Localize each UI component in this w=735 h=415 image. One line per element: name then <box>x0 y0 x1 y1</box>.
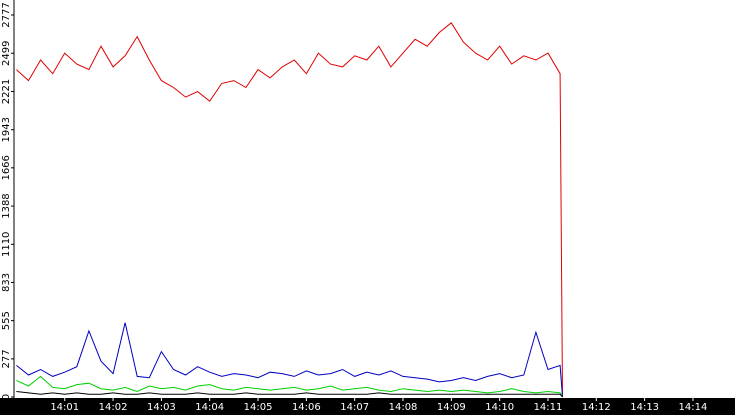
x-axis-bar <box>0 398 735 415</box>
y-tick-label: 1388 <box>1 193 12 218</box>
x-tick-label: 14:12 <box>582 402 611 413</box>
y-tick-label: 555 <box>1 311 12 330</box>
x-tick-label: 14:09 <box>437 402 466 413</box>
x-tick-label: 14:13 <box>630 402 659 413</box>
y-tick-label: 2499 <box>1 41 12 66</box>
y-tick-label: 2777 <box>1 2 12 27</box>
x-tick-label: 14:14 <box>679 402 708 413</box>
x-tick-label: 14:04 <box>195 402 224 413</box>
x-tick-label: 14:06 <box>292 402 321 413</box>
x-tick-label: 14:05 <box>244 402 273 413</box>
y-tick-label: 1943 <box>1 117 12 142</box>
y-tick-label: 833 <box>1 273 12 292</box>
x-tick-label: 14:07 <box>340 402 369 413</box>
x-tick-label: 14:02 <box>99 402 128 413</box>
y-tick-label: 0 <box>1 394 12 400</box>
y-tick-label: 2221 <box>1 79 12 104</box>
x-tick-label: 14:01 <box>50 402 79 413</box>
y-tick-label: 277 <box>1 349 12 368</box>
series-line <box>16 322 563 398</box>
series-line <box>16 391 563 398</box>
y-tick-label: 1110 <box>1 232 12 257</box>
series-line <box>16 22 563 398</box>
y-tick-label: 1666 <box>1 155 12 180</box>
x-tick-label: 14:08 <box>389 402 418 413</box>
x-tick-label: 14:10 <box>485 402 514 413</box>
x-tick-label: 14:03 <box>147 402 176 413</box>
x-tick-label: 14:11 <box>534 402 563 413</box>
series-line <box>16 375 563 398</box>
